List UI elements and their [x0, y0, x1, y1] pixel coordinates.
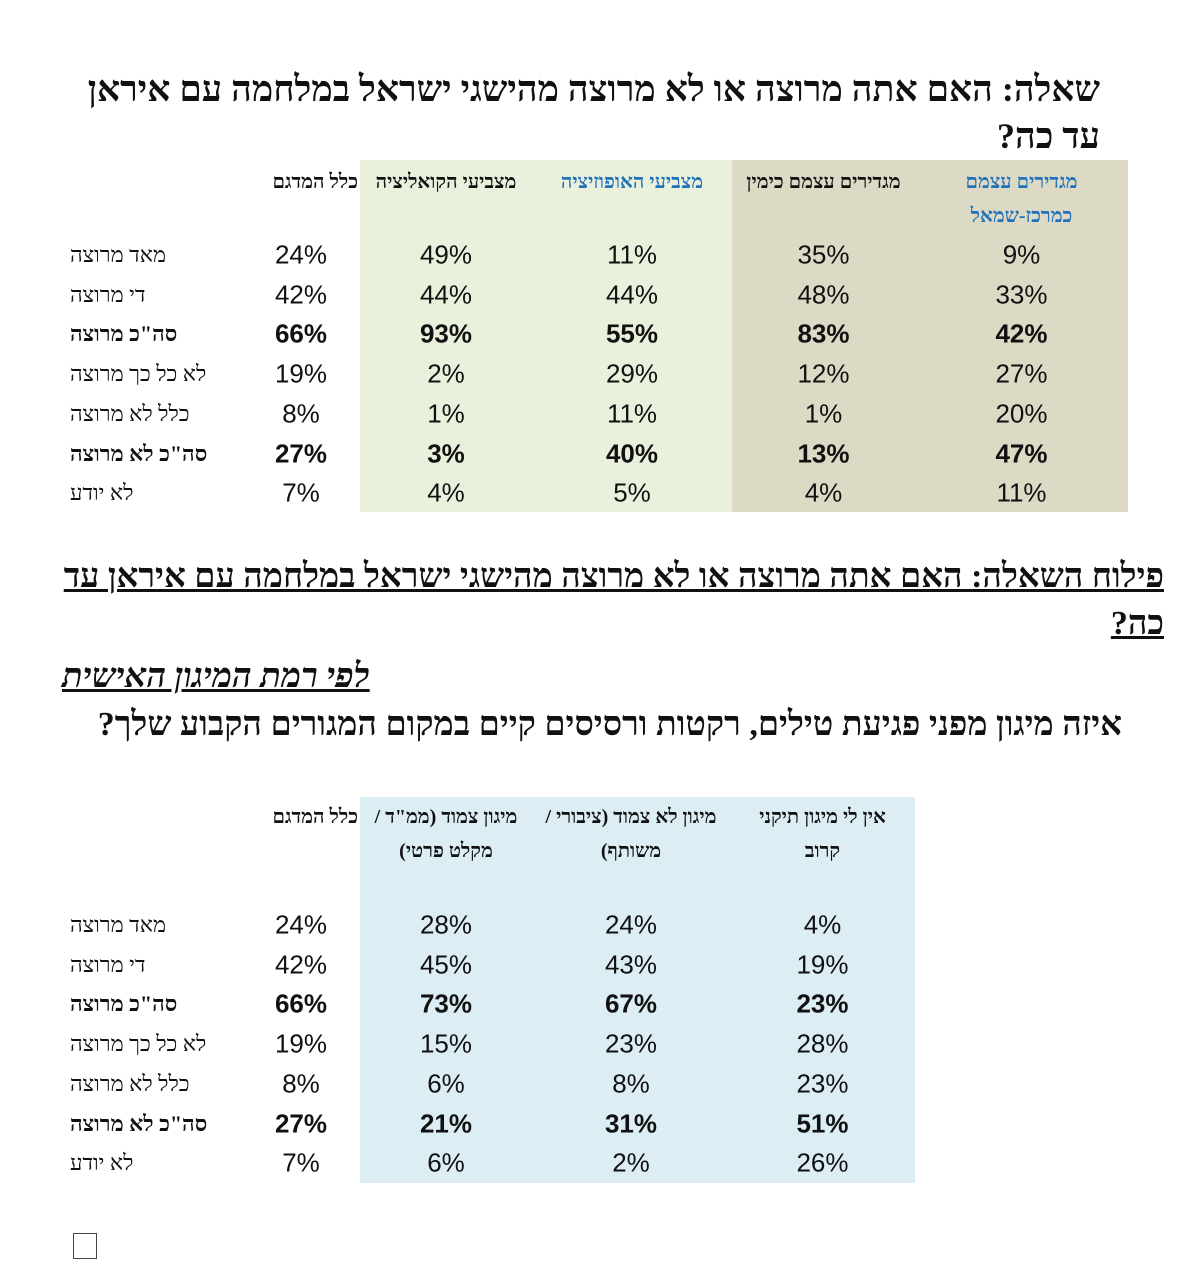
value-cell: 12%	[797, 358, 850, 389]
value-cell: 45%	[419, 949, 473, 980]
column-header: מגדירים עצמם כמרכז-שמאל	[965, 171, 1078, 227]
breakdown-subtitle: לפי רמת המיגון האישית	[62, 658, 370, 695]
value-cell: 8%	[282, 1068, 320, 1099]
row-label: מאד מרוצה	[70, 242, 166, 267]
value-cell: 28%	[419, 909, 473, 940]
value-cell: 4%	[804, 477, 843, 508]
value-cell: 4%	[427, 477, 465, 508]
value-cell: 35%	[797, 239, 850, 270]
row-label: לא כל כך מרוצה	[70, 361, 207, 387]
value-cell: 27%	[995, 358, 1048, 389]
row-label: די מרוצה	[70, 951, 146, 977]
value-cell: 27%	[274, 438, 328, 468]
row-label: סה"כ מרוצה	[70, 991, 178, 1017]
value-cell: 1%	[427, 398, 465, 429]
column-header: כלל המדגם	[272, 171, 358, 193]
value-cell: 6%	[427, 1068, 465, 1099]
value-cell: 44%	[605, 279, 659, 310]
value-cell: 49%	[419, 239, 473, 270]
column-header: מיגון לא צמוד (ציבורי / משותף)	[545, 806, 717, 862]
value-cell: 19%	[274, 358, 328, 389]
value-cell: 7%	[282, 1147, 320, 1178]
value-cell: 31%	[604, 1108, 658, 1138]
row-label: מאד מרוצה	[70, 912, 166, 937]
value-cell: 2%	[427, 358, 465, 389]
value-cell: 11%	[606, 239, 658, 270]
value-cell: 19%	[796, 949, 849, 980]
value-cell: 23%	[604, 1028, 658, 1059]
row-label: לא יודע	[70, 480, 134, 506]
coalition-bg	[360, 160, 732, 512]
value-cell: 11%	[606, 398, 658, 429]
value-cell: 40%	[605, 438, 659, 468]
value-cell: 23%	[796, 1068, 849, 1099]
row-label: לא כל כך מרוצה	[70, 1031, 207, 1057]
value-cell: 67%	[604, 988, 658, 1019]
value-cell: 27%	[274, 1108, 328, 1138]
value-cell: 42%	[274, 279, 328, 310]
column-header: כלל המדגם	[272, 806, 358, 828]
value-cell: 2%	[612, 1147, 650, 1178]
value-cell: 1%	[804, 398, 843, 429]
value-cell: 93%	[419, 318, 473, 349]
value-cell: 20%	[995, 398, 1048, 429]
value-cell: 4%	[803, 909, 842, 940]
value-cell: 24%	[274, 239, 328, 270]
value-cell: 24%	[274, 909, 328, 940]
value-cell: 42%	[995, 318, 1048, 349]
column-header: מיגון צמוד (ממ"ד / מקלט פרטי)	[374, 806, 518, 862]
ideology-bg	[732, 160, 1128, 512]
title: שאלה: האם אתה מרוצה או לא מרוצה מהישגי י…	[87, 69, 1100, 156]
value-cell: 8%	[282, 398, 320, 429]
checkbox[interactable]	[73, 1233, 97, 1259]
column-header: מצביעי האופוזיציה	[560, 171, 704, 193]
value-cell: 83%	[797, 318, 850, 349]
value-cell: 15%	[419, 1028, 473, 1059]
value-cell: 26%	[796, 1147, 849, 1178]
row-label: סה"כ לא מרוצה	[70, 1110, 208, 1136]
row-label: לא יודע	[70, 1150, 134, 1176]
value-cell: 48%	[797, 279, 850, 310]
row-label: כלל לא מרוצה	[70, 400, 190, 426]
subtitle-wrap: לפי רמת המיגון האישית	[62, 653, 1164, 700]
value-cell: 51%	[796, 1108, 849, 1138]
breakdown-title: פילוח השאלה: האם אתה מרוצה או לא מרוצה מ…	[63, 558, 1164, 642]
value-cell: 66%	[274, 318, 328, 349]
value-cell: 13%	[797, 438, 850, 468]
value-cell: 29%	[605, 358, 659, 389]
value-cell: 8%	[612, 1068, 650, 1099]
value-cell: 6%	[427, 1147, 465, 1178]
value-cell: 73%	[419, 988, 473, 1019]
value-cell: 66%	[274, 988, 328, 1019]
value-cell: 55%	[605, 318, 659, 349]
row-label: סה"כ מרוצה	[70, 321, 178, 347]
column-header: אין לי מיגון תיקני קרוב	[759, 806, 886, 862]
row-label: די מרוצה	[70, 281, 146, 307]
row-label: סה"כ לא מרוצה	[70, 440, 208, 466]
value-cell: 21%	[419, 1108, 473, 1138]
column-header: מצביעי הקואליציה	[375, 171, 517, 193]
value-cell: 23%	[796, 988, 849, 1019]
breakdown-question: איזה מיגון מפני פגיעת טילים, רקטות ורסיס…	[97, 706, 1122, 743]
value-cell: 5%	[613, 477, 651, 508]
value-cell: 28%	[796, 1028, 849, 1059]
row-label: כלל לא מרוצה	[70, 1070, 190, 1096]
value-cell: 43%	[604, 949, 658, 980]
value-cell: 33%	[995, 279, 1048, 310]
value-cell: 19%	[274, 1028, 328, 1059]
column-header: מגדירים עצמם כימין	[746, 171, 901, 193]
value-cell: 11%	[996, 477, 1047, 508]
value-cell: 24%	[604, 909, 658, 940]
value-cell: 7%	[282, 477, 320, 508]
value-cell: 9%	[1002, 239, 1041, 270]
value-cell: 3%	[427, 438, 465, 468]
value-cell: 42%	[274, 949, 328, 980]
value-cell: 44%	[419, 279, 473, 310]
shelter-bg	[360, 797, 915, 1183]
value-cell: 47%	[995, 438, 1048, 468]
